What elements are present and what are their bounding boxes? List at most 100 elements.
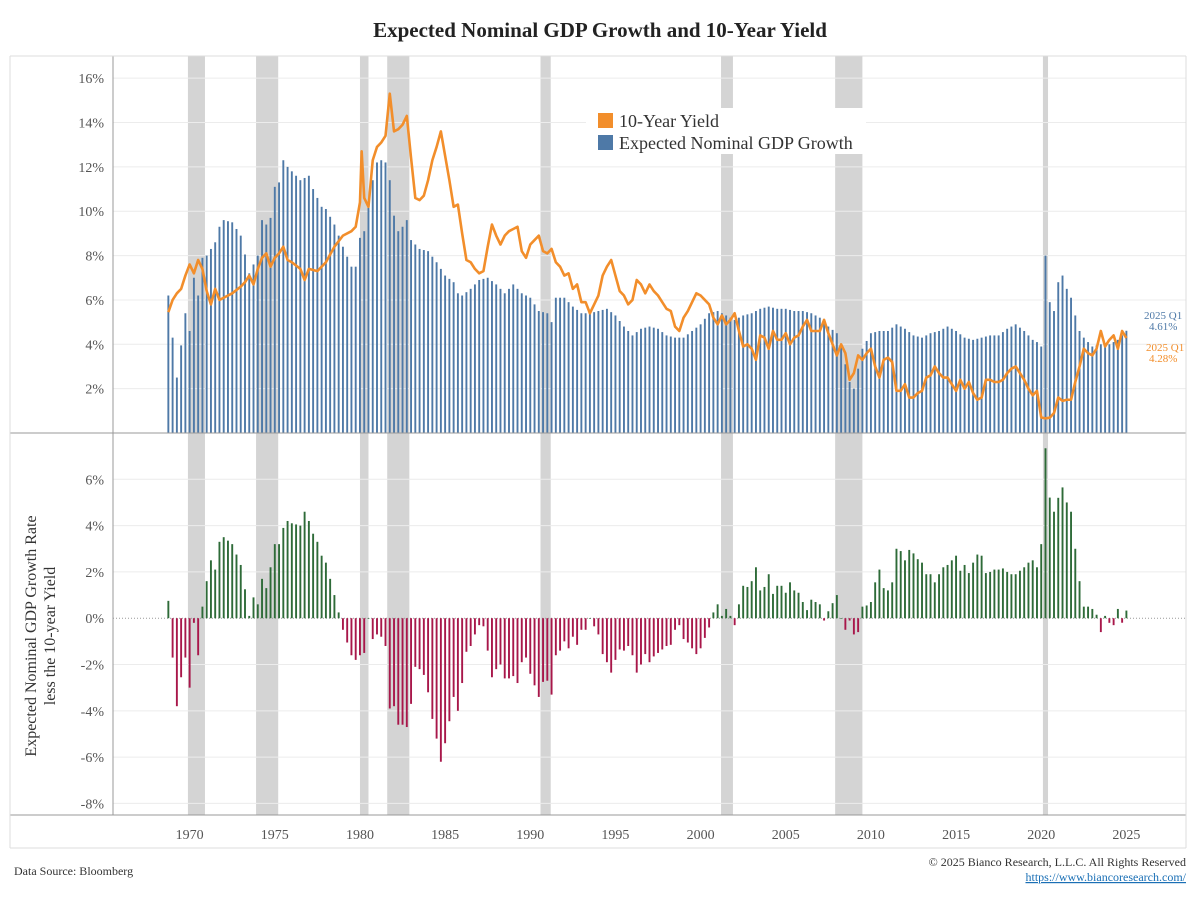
gdp-bar — [601, 309, 604, 433]
gdp-bar — [657, 328, 659, 433]
difference-bar — [180, 618, 183, 678]
gdp-bar — [840, 344, 843, 433]
difference-bar — [214, 569, 217, 619]
difference-bar — [1014, 574, 1017, 619]
gdp-bar — [286, 166, 289, 433]
bottom-y-tick-label: -6% — [81, 751, 105, 766]
difference-bar — [618, 618, 621, 650]
bottom-y-tick-label: -8% — [81, 797, 105, 812]
gdp-bar — [188, 330, 191, 433]
recession-band-4 — [540, 56, 551, 815]
difference-bar — [269, 567, 272, 619]
gdp-bar — [192, 277, 195, 433]
difference-bar — [733, 618, 736, 626]
gdp-bar — [1091, 346, 1094, 433]
top-y-tick-label: 6% — [85, 294, 104, 309]
difference-bar — [933, 582, 936, 619]
gdp-bar — [708, 313, 711, 433]
difference-bar — [1087, 606, 1090, 619]
x-tick-label: 1975 — [261, 828, 289, 843]
gdp-bar — [418, 248, 421, 433]
gdp-bar — [576, 309, 579, 433]
difference-bar — [640, 618, 642, 665]
gdp-bar — [512, 284, 515, 433]
gdp-bar — [452, 282, 455, 433]
gdp-bar — [401, 226, 404, 433]
gdp-bar — [874, 332, 877, 433]
gdp-bar — [265, 224, 268, 433]
difference-bar — [989, 571, 992, 619]
difference-bar — [703, 618, 706, 638]
gdp-bar — [422, 250, 425, 433]
gdp-bar — [729, 317, 732, 433]
difference-bar — [188, 618, 191, 688]
gdp-bar — [605, 308, 608, 433]
difference-bar — [397, 618, 400, 725]
gdp-bar — [214, 242, 217, 433]
difference-bar — [537, 618, 540, 697]
difference-bar — [597, 618, 600, 635]
difference-bar — [192, 618, 195, 623]
difference-bar — [346, 618, 349, 643]
difference-bar — [482, 618, 485, 627]
gdp-bar — [525, 295, 527, 433]
gdp-bar — [546, 313, 549, 433]
chart-title: Expected Nominal GDP Growth and 10-Year … — [373, 18, 827, 42]
difference-bar — [401, 618, 404, 725]
difference-bar — [248, 615, 251, 619]
difference-bar — [925, 574, 928, 619]
x-tick-label: 1970 — [176, 828, 204, 843]
difference-bar — [235, 554, 238, 619]
difference-bar — [844, 618, 847, 630]
difference-bar — [567, 618, 570, 649]
difference-bar — [635, 618, 638, 673]
gdp-bar — [278, 182, 281, 433]
gdp-bar — [674, 337, 676, 433]
difference-bar — [605, 618, 608, 663]
difference-bar — [231, 544, 234, 619]
difference-bar — [699, 618, 702, 649]
gdp-bar — [955, 330, 958, 433]
gdp-bar — [520, 293, 523, 433]
gdp-bar — [1061, 275, 1064, 433]
gdp-bar — [1040, 346, 1043, 433]
gdp-bar — [175, 377, 178, 433]
difference-bar — [882, 588, 885, 619]
website-link[interactable]: https://www.biancoresearch.com/ — [1025, 870, 1186, 884]
gdp-bar — [895, 324, 898, 433]
gdp-bar — [299, 180, 302, 433]
difference-bar — [533, 618, 536, 686]
top-y-tick-label: 14% — [78, 117, 104, 132]
gdp-bar — [201, 257, 204, 433]
gdp-bar — [320, 206, 323, 433]
gdp-bar — [669, 336, 672, 433]
difference-bar — [797, 592, 800, 619]
gdp-bar — [823, 322, 826, 433]
difference-bar — [465, 618, 468, 652]
gdp-bar — [1104, 344, 1107, 433]
gdp-bar — [1048, 302, 1051, 433]
gdp-bar — [414, 244, 417, 433]
gdp-bar — [980, 337, 983, 433]
difference-bar — [708, 618, 711, 628]
gdp-bar — [686, 334, 689, 433]
gdp-bar — [886, 330, 889, 433]
difference-bar — [576, 618, 579, 645]
difference-bar — [674, 618, 676, 630]
difference-bar — [661, 618, 664, 650]
difference-bar — [886, 590, 889, 619]
difference-bar — [435, 618, 438, 739]
gdp-bar — [695, 327, 698, 433]
data-source-label: Data Source: Bloomberg — [14, 864, 133, 878]
difference-bars — [167, 448, 1128, 762]
gdp-bar — [746, 314, 749, 433]
difference-bar — [984, 573, 987, 619]
difference-bar — [657, 618, 659, 653]
gdp-bar — [882, 330, 885, 433]
gdp-bar — [789, 309, 791, 433]
difference-bar — [456, 618, 459, 711]
gdp-bar — [861, 348, 864, 433]
recession-shading — [187, 56, 1049, 815]
gdp-bar — [737, 317, 740, 433]
x-tick-label: 1990 — [516, 828, 544, 843]
